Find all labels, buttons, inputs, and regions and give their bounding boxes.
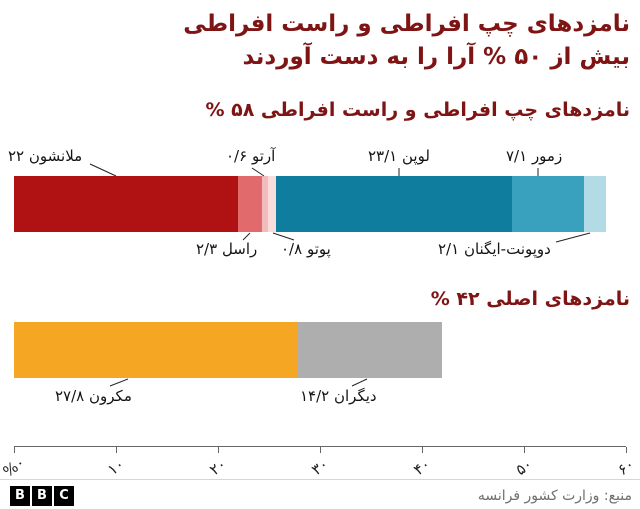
axis-tick: [116, 447, 117, 453]
footer-divider: [0, 479, 640, 480]
page-title-line2: بیش از ۵۰ % آرا را به دست آوردند: [242, 44, 631, 70]
bbc-logo-letter-c: C: [54, 486, 74, 506]
segment-label-roussel: راسل ۲/۳: [196, 240, 258, 258]
leader-line-dupont-aignan: [555, 232, 591, 243]
segment-label-dupont-aignan: دوپونت-ایگنان ۲/۱: [438, 240, 551, 258]
bbc-logo-letter-b1: B: [10, 486, 30, 506]
leader-line-arthaud: [251, 167, 265, 177]
segment-label-arthaud: آرتو ۰/۶: [226, 147, 276, 165]
stacked-bar-extremists: [14, 176, 626, 232]
axis-tick: [14, 447, 15, 453]
axis-tick: [524, 447, 525, 453]
bar-segment-lepen: [276, 176, 512, 232]
bar-segment-zemmour: [511, 176, 585, 232]
bar-segment-dupont-aignan: [584, 176, 606, 232]
section-title-extremists: نامزدهای چپ افراطی و راست افراطی ۵۸ %: [205, 99, 630, 121]
section-title-mainstream: نامزدهای اصلی ۴۲ %: [430, 288, 630, 310]
leader-line-melenchon: [89, 163, 117, 177]
axis-tick: [218, 447, 219, 453]
stacked-bar-mainstream: [14, 322, 626, 378]
segment-label-macron: مکرون ۲۷/۸: [55, 387, 132, 405]
bar-segment-macron: [14, 322, 298, 378]
bar-segment-melenchon: [14, 176, 239, 232]
bbc-logo: B B C: [10, 486, 74, 506]
bar-segment-poutou: [267, 176, 277, 232]
leader-line-macron: [109, 378, 129, 387]
segment-label-zemmour: زمور ۷/۱: [506, 147, 563, 165]
axis-line: [14, 446, 626, 447]
bbc-logo-letter-b2: B: [32, 486, 52, 506]
x-axis: %۰ ۱۰ ۲۰ ۳۰ ۴۰ ۵۰ ۶۰: [0, 446, 640, 488]
page-title-line1: نامزدهای چپ افراطی و راست افراطی: [183, 11, 630, 37]
segment-label-others: دیگران ۱۴/۲: [300, 387, 377, 405]
axis-tick: [422, 447, 423, 453]
bar-segment-others: [297, 322, 443, 378]
leader-line-poutou: [272, 232, 295, 241]
segment-label-melenchon: ملانشون ۲۲: [8, 147, 83, 165]
leader-line-roussel: [242, 232, 251, 241]
source-text: منبع: وزارت کشور فرانسه: [477, 488, 632, 504]
bar-segment-roussel: [238, 176, 262, 232]
leader-line-others: [351, 378, 368, 387]
axis-tick: [626, 447, 627, 453]
segment-label-lepen: لوپن ۲۳/۱: [368, 147, 430, 165]
bar-segment-arthaud: [261, 176, 268, 232]
page-title: نامزدهای چپ افراطی و راست افراطی بیش از …: [183, 8, 630, 74]
segment-label-poutou: پوتو ۰/۸: [281, 240, 331, 258]
axis-tick: [320, 447, 321, 453]
